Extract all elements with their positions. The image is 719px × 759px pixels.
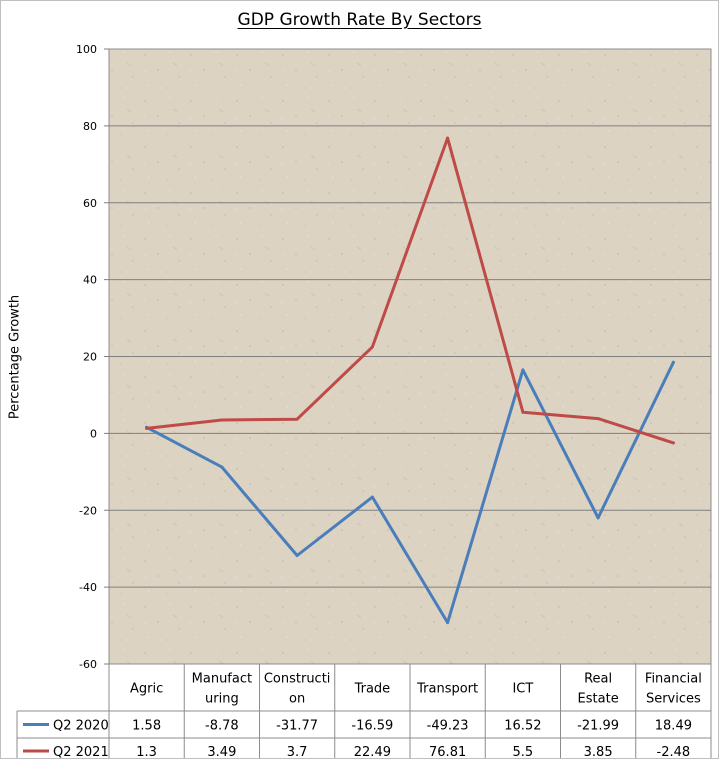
- data-point: [370, 495, 374, 499]
- x-category-label: on: [289, 692, 305, 707]
- table-value: 1.3: [136, 745, 157, 758]
- table-value: 16.52: [504, 719, 541, 734]
- table-value: -2.48: [657, 745, 691, 758]
- x-category-label: Agric: [130, 682, 163, 697]
- x-category-label: Real: [584, 672, 612, 687]
- y-tick-label: -20: [79, 504, 97, 517]
- data-point: [521, 410, 525, 414]
- table-value: -21.99: [577, 719, 619, 734]
- table-value: -49.23: [427, 719, 469, 734]
- x-category-label: Constructi: [264, 672, 331, 687]
- table-value: 5.5: [513, 745, 534, 758]
- x-category-label: uring: [205, 692, 239, 707]
- data-point: [596, 516, 600, 520]
- data-point: [671, 441, 675, 445]
- table-value: 3.85: [584, 745, 613, 758]
- y-tick-label: 80: [83, 120, 97, 133]
- data-point: [446, 136, 450, 140]
- table-value: 22.49: [354, 745, 391, 758]
- table-value: 76.81: [429, 745, 466, 758]
- x-category-label: Services: [646, 692, 701, 707]
- table-value: -8.78: [205, 719, 239, 734]
- table-value: -31.77: [276, 719, 318, 734]
- x-category-label: Transport: [416, 682, 478, 697]
- data-point: [446, 621, 450, 625]
- data-point: [220, 465, 224, 469]
- data-point: [220, 418, 224, 422]
- series-line: [145, 360, 675, 625]
- x-category-label: Trade: [354, 682, 391, 697]
- y-tick-label: 20: [83, 351, 97, 364]
- data-point: [521, 368, 525, 372]
- table-value: 3.49: [207, 745, 236, 758]
- y-tick-label: 60: [83, 197, 97, 210]
- chart-title: GDP Growth Rate By Sectors: [237, 10, 482, 30]
- y-tick-label: 100: [76, 43, 97, 56]
- x-category-label: Estate: [578, 692, 619, 707]
- series-line: [145, 136, 675, 445]
- y-tick-label: 0: [90, 427, 97, 440]
- table-value: 18.49: [655, 719, 692, 734]
- x-category-label: Financial: [645, 672, 702, 687]
- data-point: [596, 417, 600, 421]
- data-point: [671, 360, 675, 364]
- y-tick-label: -60: [79, 658, 97, 671]
- table-value: 1.58: [132, 719, 161, 734]
- data-point: [295, 417, 299, 421]
- legend-series-name: Q2 2020: [53, 719, 109, 734]
- data-point: [370, 345, 374, 349]
- x-category-label: ICT: [512, 682, 533, 697]
- series-lines: [145, 136, 675, 625]
- legend-series-name: Q2 2021: [53, 745, 109, 758]
- data-table: Agric Manufact uring Constructi on Trade Trans…: [16, 664, 712, 758]
- table-value: 3.7: [287, 745, 308, 758]
- data-point: [145, 426, 149, 430]
- y-tick-label: -40: [79, 581, 97, 594]
- gridlines: [109, 125, 711, 588]
- table-value: -16.59: [351, 719, 393, 734]
- x-category-label: Manufact: [192, 672, 252, 687]
- y-tick-label: 40: [83, 274, 97, 287]
- data-point: [295, 553, 299, 557]
- y-axis-ticks: -60 -40 -20 0 20 40 60 80 100: [76, 43, 109, 671]
